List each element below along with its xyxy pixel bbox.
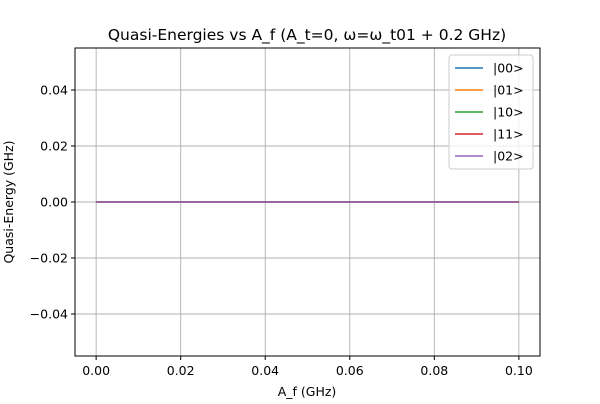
x-axis-label: A_f (GHz) xyxy=(278,384,337,399)
x-tick-label: 0.02 xyxy=(167,363,195,378)
y-tick-label: 0.00 xyxy=(40,195,68,210)
legend: |00> |01> |10> |11> |02> xyxy=(448,54,534,170)
y-tick-label: 0.04 xyxy=(40,83,68,98)
y-tick-label: 0.02 xyxy=(40,139,68,154)
x-axis: 0.00 0.02 0.04 0.06 0.08 0.10 xyxy=(82,356,533,378)
x-tick-label: 0.04 xyxy=(251,363,279,378)
legend-label: |00> xyxy=(493,61,524,76)
legend-label: |02> xyxy=(493,149,524,164)
y-axis: −0.04 −0.02 0.00 0.02 0.04 xyxy=(30,83,75,322)
x-tick-label: 0.08 xyxy=(420,363,448,378)
legend-label: |11> xyxy=(493,127,524,142)
x-tick-label: 0.10 xyxy=(505,363,533,378)
legend-label: |10> xyxy=(493,105,524,120)
chart-title: Quasi-Energies vs A_f (A_t=0, ω=ω_t01 + … xyxy=(108,26,506,45)
legend-label: |01> xyxy=(493,83,524,98)
y-axis-label: Quasi-Energy (GHz) xyxy=(1,140,16,263)
y-tick-label: −0.02 xyxy=(30,251,68,266)
y-tick-label: −0.04 xyxy=(30,307,68,322)
x-tick-label: 0.00 xyxy=(82,363,110,378)
legend-box xyxy=(448,54,534,170)
x-tick-label: 0.06 xyxy=(336,363,364,378)
